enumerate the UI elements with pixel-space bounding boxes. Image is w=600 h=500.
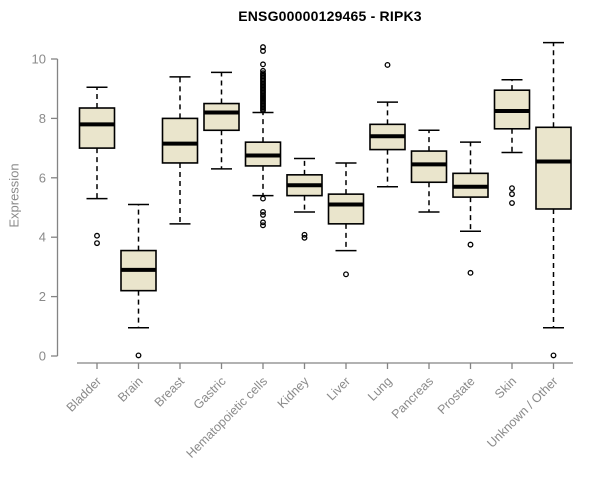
outlier-point xyxy=(467,241,474,248)
box-hematopoietic-cells xyxy=(244,44,282,229)
x-tick-label: Gastric xyxy=(191,374,229,412)
outlier-point xyxy=(467,269,474,276)
outlier-point xyxy=(260,61,266,68)
x-tick-label: Pancreas xyxy=(389,374,436,421)
y-tick-label: 10 xyxy=(32,52,46,67)
outlier-point xyxy=(94,232,100,239)
box-bladder xyxy=(78,86,116,247)
iqr-box xyxy=(203,102,240,132)
box-liver xyxy=(327,162,365,278)
outlier-point xyxy=(509,191,515,198)
outlier-point xyxy=(509,200,515,206)
outlier-point xyxy=(260,67,266,74)
chart-title: ENSG00000129465 - RIPK3 xyxy=(238,8,422,24)
outlier-point xyxy=(260,219,266,226)
outlier-point xyxy=(384,61,391,68)
outlier-point xyxy=(94,240,100,247)
y-tick-label: 0 xyxy=(39,349,46,364)
y-tick-label: 2 xyxy=(39,289,46,304)
box-prostate xyxy=(452,141,489,276)
y-tick-label: 8 xyxy=(39,111,46,126)
outlier-point xyxy=(135,352,142,359)
x-tick-label: Unknown / Other xyxy=(484,374,560,450)
x-tick-label: Hematopoietic cells xyxy=(184,374,271,461)
y-tick-label: 4 xyxy=(39,230,46,245)
x-tick-label: Brain xyxy=(115,374,146,405)
y-axis: 0 2 4 6 8 10 xyxy=(32,52,59,364)
box-gastric xyxy=(203,71,240,170)
x-tick-label: Prostate xyxy=(435,374,478,417)
iqr-box xyxy=(535,126,572,210)
y-axis-title: Expression xyxy=(6,163,22,228)
x-tick-label: Liver xyxy=(324,374,353,403)
x-tick-label: Breast xyxy=(152,374,188,410)
x-tick-label: Skin xyxy=(492,374,519,401)
outlier-point xyxy=(260,222,266,229)
box-lung xyxy=(369,61,406,188)
box-breast xyxy=(161,76,199,225)
box-unknown-other xyxy=(535,41,572,359)
outlier-point xyxy=(260,44,266,51)
x-tick-label: Kidney xyxy=(275,374,312,411)
outlier-point xyxy=(550,352,557,359)
iqr-box xyxy=(410,150,448,184)
outlier-point xyxy=(260,107,266,114)
outlier-point xyxy=(260,211,266,218)
outlier-point xyxy=(509,185,515,192)
outlier-point xyxy=(260,195,266,202)
x-tick-label: Lung xyxy=(365,374,395,404)
outlier-point xyxy=(260,48,266,54)
box-brain xyxy=(120,203,157,359)
box-pancreas xyxy=(410,129,448,213)
iqr-box xyxy=(161,117,199,164)
outlier-point xyxy=(343,271,349,278)
outlier-point xyxy=(301,234,308,241)
iqr-box xyxy=(78,107,116,149)
iqr-box xyxy=(327,193,365,225)
y-tick-label: 6 xyxy=(39,170,46,185)
box-skin xyxy=(493,79,531,206)
outlier-point xyxy=(301,231,308,238)
box-kidney xyxy=(286,157,323,241)
x-tick-label: Bladder xyxy=(64,374,104,414)
outlier-point xyxy=(260,209,266,215)
